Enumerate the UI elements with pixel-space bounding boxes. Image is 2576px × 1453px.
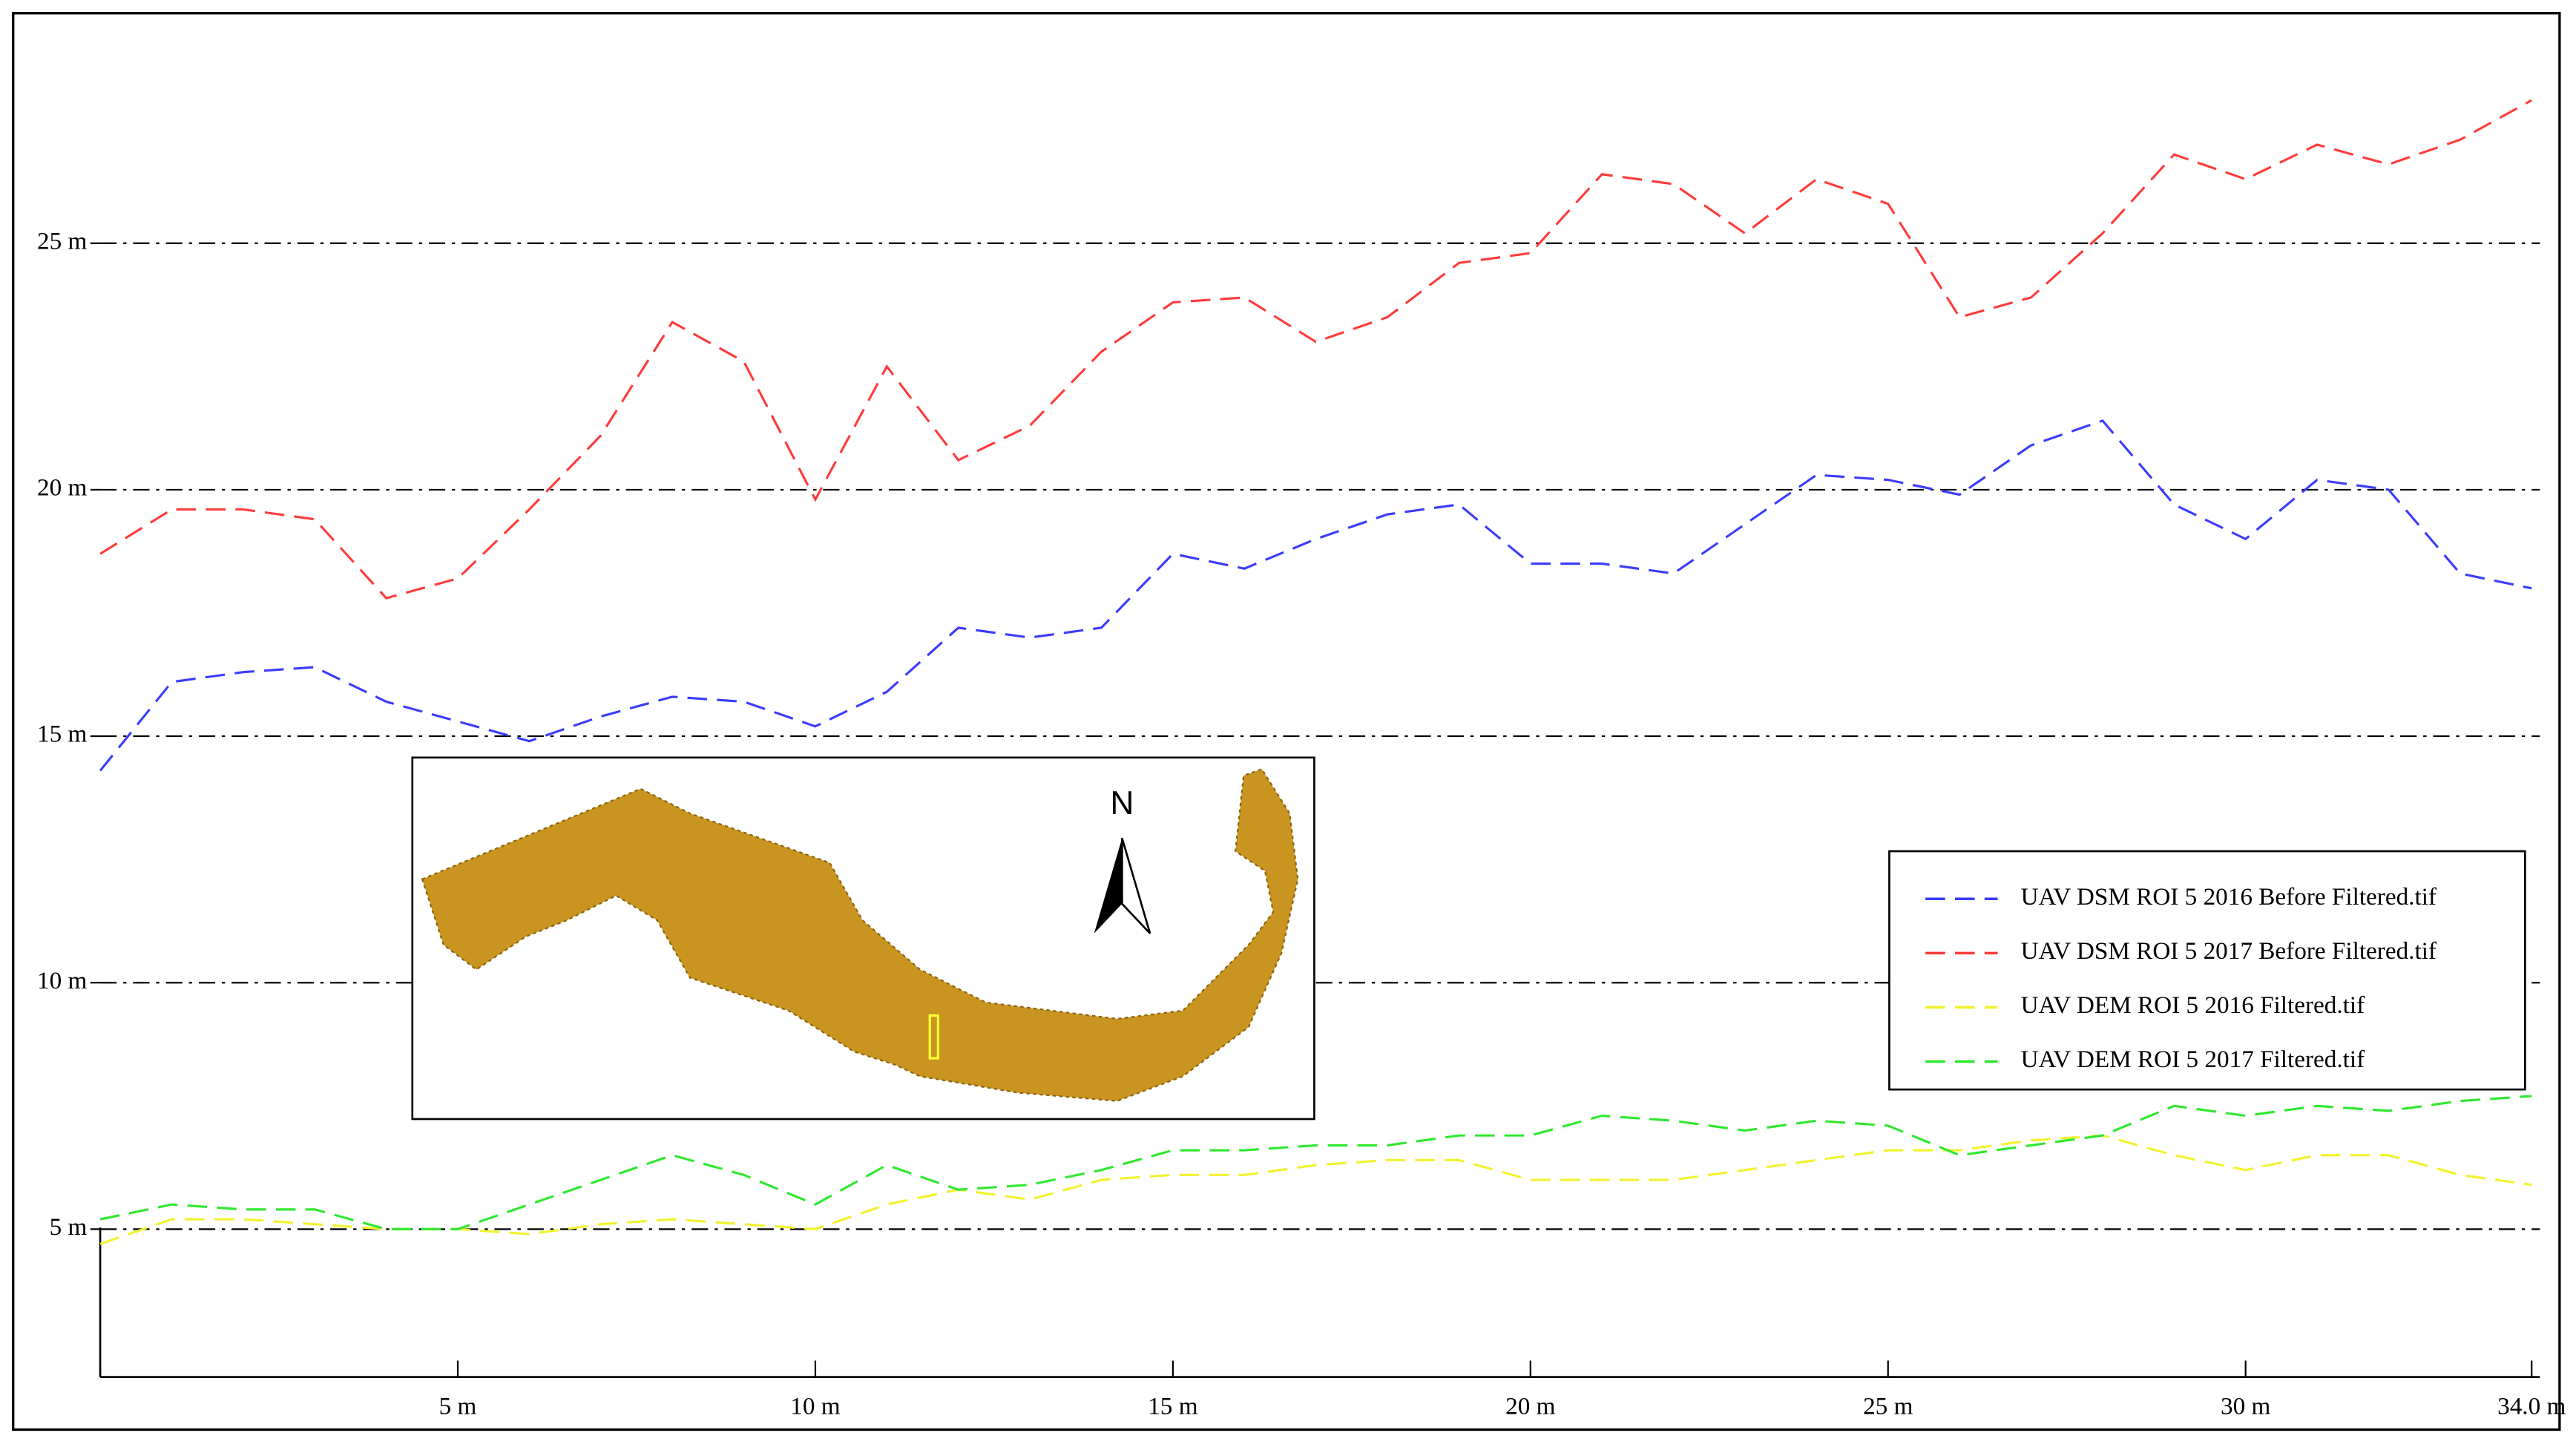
y-tick-label: 5 m bbox=[50, 1213, 88, 1241]
x-tick-label: 25 m bbox=[1863, 1392, 1913, 1420]
grid: 5 m 10 m 15 m 20 m 25 m 5 m 10 m 15 m 20 m 25 m 30… bbox=[37, 227, 2566, 1420]
x-tick-label: 5 m bbox=[439, 1392, 477, 1420]
map-area bbox=[421, 768, 1299, 1102]
data-line bbox=[99, 1095, 2532, 1230]
legend-frame bbox=[1888, 850, 2526, 1091]
y-tick-label: 25 m bbox=[37, 227, 88, 255]
data-line bbox=[99, 419, 2532, 772]
north-label: N bbox=[1110, 785, 1134, 821]
x-tick-label: 10 m bbox=[790, 1392, 841, 1420]
legend-label: UAV DSM ROI 5 2016 Before Filtered.tif bbox=[2021, 883, 2437, 911]
data-line bbox=[99, 1134, 2532, 1245]
legend-label: UAV DEM ROI 5 2016 Filtered.tif bbox=[2021, 991, 2366, 1019]
x-tick-label: 30 m bbox=[2221, 1392, 2271, 1420]
x-tick-label: 20 m bbox=[1505, 1392, 1556, 1420]
y-tick-label: 15 m bbox=[37, 721, 88, 748]
x-tick-label: 15 m bbox=[1148, 1392, 1198, 1420]
legend-label: UAV DEM ROI 5 2017 Filtered.tif bbox=[2021, 1046, 2366, 1073]
legend-label: UAV DSM ROI 5 2017 Before Filtered.tif bbox=[2021, 937, 2437, 965]
north-arrow-right bbox=[1121, 837, 1151, 934]
x-tick-label: 34.0 m bbox=[2497, 1392, 2566, 1420]
y-tick-label: 10 m bbox=[37, 967, 88, 994]
legend: UAV DSM ROI 5 2016 Before Filtered.tif UA… bbox=[1888, 850, 2526, 1091]
frame bbox=[12, 12, 2561, 1431]
inset-map: N bbox=[411, 756, 1315, 1121]
y-tick-label: 20 m bbox=[37, 474, 88, 502]
plot-lines bbox=[99, 99, 2532, 1245]
profile-marker bbox=[928, 1014, 940, 1060]
data-line bbox=[99, 99, 2532, 600]
